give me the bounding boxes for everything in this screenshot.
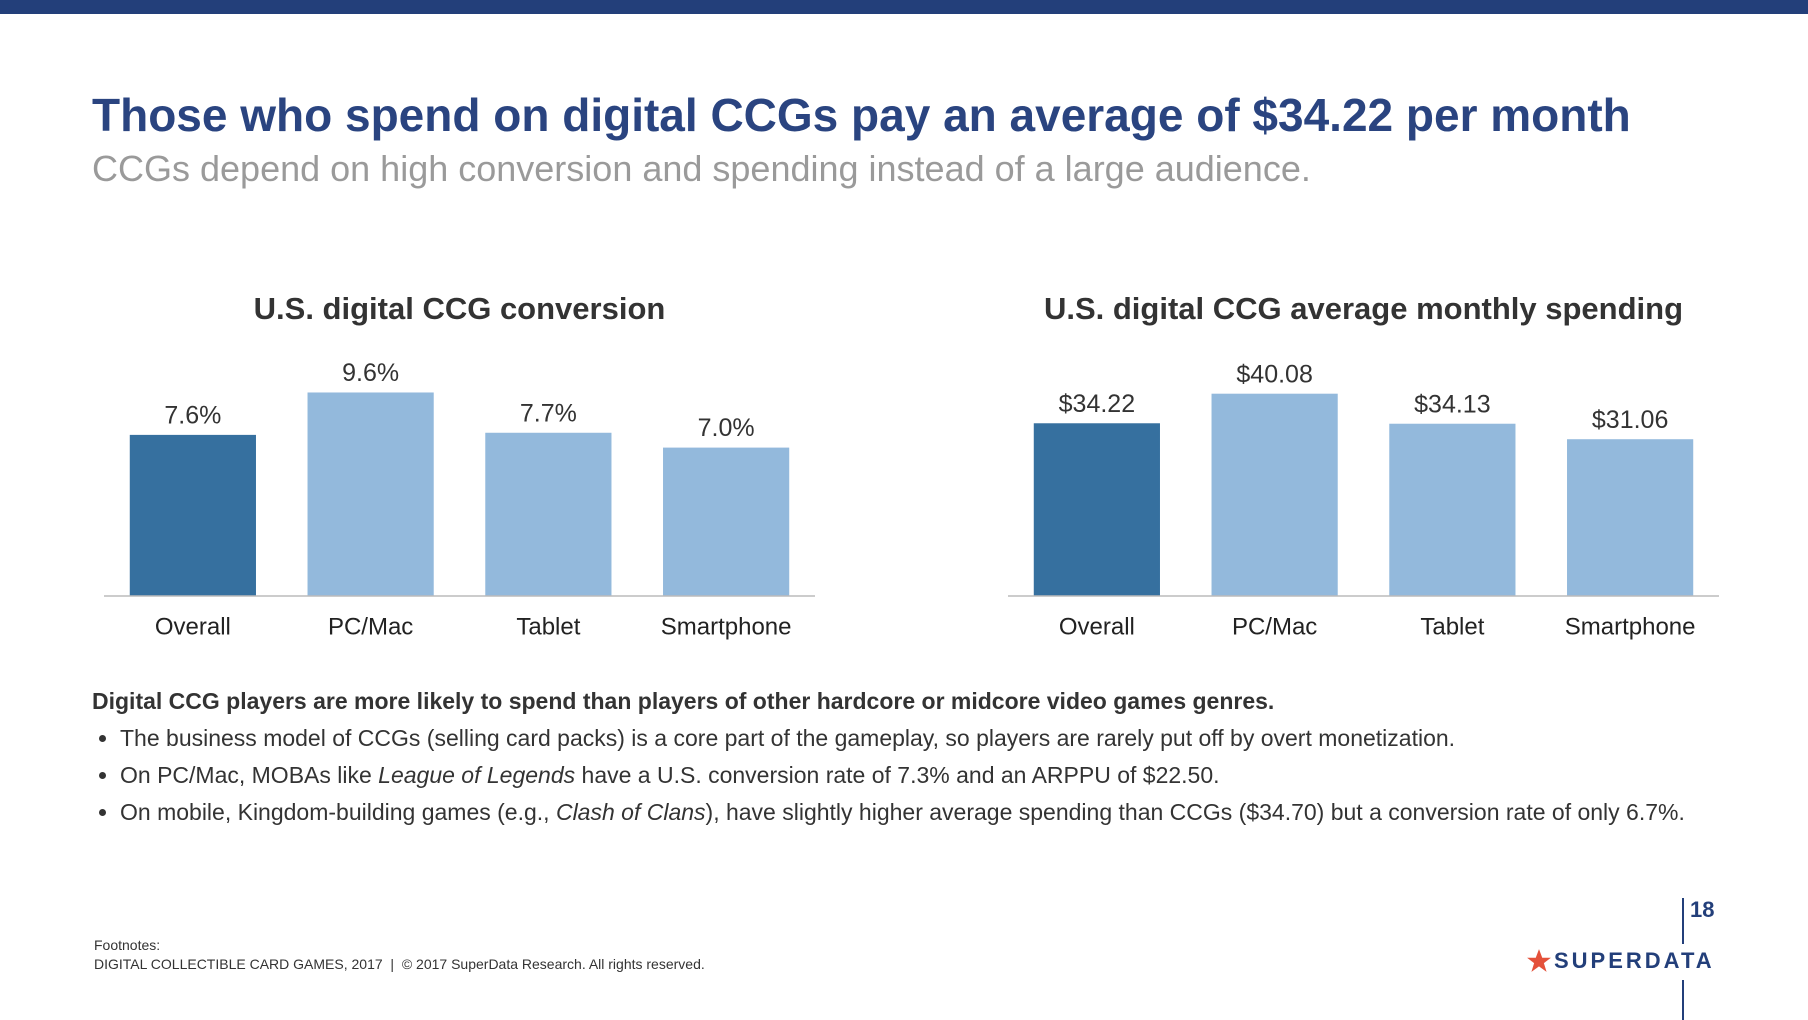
bullet: On mobile, Kingdom-building games (e.g.,… [120, 799, 1792, 826]
value-label: 7.7% [520, 399, 577, 427]
chart-title: U.S. digital CCG average monthly spendin… [1044, 291, 1683, 326]
bullet-text: The business model of CCGs (selling card… [120, 725, 1456, 751]
x-tick-label: Tablet [1420, 613, 1484, 640]
value-label: 9.6% [342, 359, 399, 387]
bar [1033, 423, 1160, 596]
bar [307, 392, 434, 596]
x-tick-label: Overall [1059, 613, 1135, 640]
x-tick-label: Smartphone [1565, 613, 1696, 640]
bullet-text: League of Legends [378, 762, 576, 788]
divider [1682, 980, 1684, 1020]
logo-star [1527, 949, 1551, 972]
bar [485, 432, 612, 596]
value-label: $40.08 [1236, 360, 1312, 388]
bullet-text: have a U.S. conversion rate of 7.3% and … [575, 762, 1220, 788]
top-band [0, 0, 1808, 14]
bar [663, 447, 790, 596]
x-tick-label: Tablet [516, 613, 580, 640]
x-tick-label: PC/Mac [1232, 613, 1317, 640]
value-label: 7.6% [164, 401, 221, 429]
bar [1211, 393, 1338, 596]
bullet: On PC/Mac, MOBAs like League of Legends … [120, 762, 1792, 789]
value-label: $31.06 [1592, 406, 1668, 434]
bullet-text: Clash of Clans [555, 799, 706, 825]
slide-title: Those who spend on digital CCGs pay an a… [92, 89, 1631, 141]
notes: Digital CCG players are more likely to s… [92, 688, 1792, 836]
notes-heading: Digital CCG players are more likely to s… [92, 688, 1275, 714]
footnote-text: DIGITAL COLLECTIBLE CARD GAMES, 2017 | ©… [94, 956, 705, 972]
value-label: $34.22 [1059, 390, 1135, 418]
charts: U.S. digital CCG conversion 7.6% Overall 9.… [104, 291, 1719, 640]
value-label: $34.13 [1414, 390, 1490, 418]
bar [1567, 439, 1694, 596]
divider [1682, 898, 1684, 944]
bar [1389, 423, 1516, 596]
bullet-list: The business model of CCGs (selling card… [92, 725, 1792, 826]
footnote-label: Footnotes: [94, 937, 161, 953]
bullet-text: On mobile, Kingdom-building games (e.g., [120, 799, 556, 825]
logo: SUPERDATA [1554, 948, 1715, 973]
x-tick-label: PC/Mac [328, 613, 413, 640]
bullet-text: ), have slightly higher average spending… [705, 799, 1685, 825]
x-tick-label: Smartphone [661, 613, 792, 640]
chart-title: U.S. digital CCG conversion [254, 291, 666, 326]
value-label: 7.0% [698, 414, 755, 442]
bullet: The business model of CCGs (selling card… [120, 725, 1792, 752]
slide-subtitle: CCGs depend on high conversion and spend… [92, 148, 1311, 189]
bullet-text: On PC/Mac, MOBAs like [120, 762, 379, 788]
page-number: 18 [1690, 897, 1715, 922]
x-tick-label: Overall [155, 613, 231, 640]
bar [129, 434, 256, 596]
